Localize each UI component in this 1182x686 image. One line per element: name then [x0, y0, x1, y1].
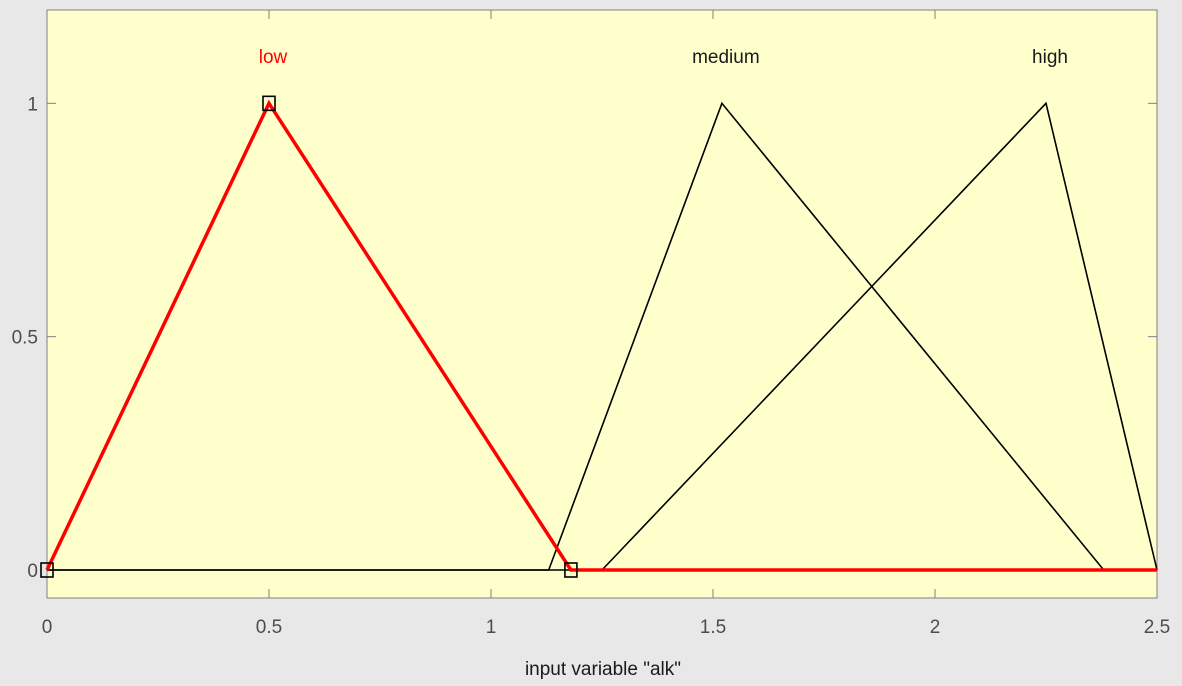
x-tick-label: 1 — [486, 617, 497, 638]
series-label-high: high — [1032, 47, 1068, 68]
series-labels: medium high low — [259, 47, 1068, 68]
series-marker-low — [262, 95, 276, 112]
series-label-medium: medium — [692, 47, 760, 68]
series-line-low — [45, 99, 1157, 572]
series-layer — [40, 95, 1158, 578]
series-label-low: low — [259, 47, 288, 68]
x-tick-label: 1.5 — [700, 617, 726, 638]
series-marker-low — [40, 562, 54, 578]
x-tick-label: 2.5 — [1144, 617, 1170, 638]
x-axis-label: input variable "alk" — [525, 659, 681, 680]
x-tick-label: 0 — [42, 617, 53, 638]
y-tick-label: 0 — [27, 561, 38, 582]
y-tick-label: 0.5 — [12, 328, 38, 349]
x-tick-label: 0.5 — [256, 617, 282, 638]
y-tick-label: 1 — [27, 94, 38, 115]
series-line-high — [47, 101, 1158, 571]
series-marker-low — [564, 562, 578, 578]
x-tick-label: 2 — [930, 617, 941, 638]
plot-area[interactable] — [46, 9, 1158, 599]
